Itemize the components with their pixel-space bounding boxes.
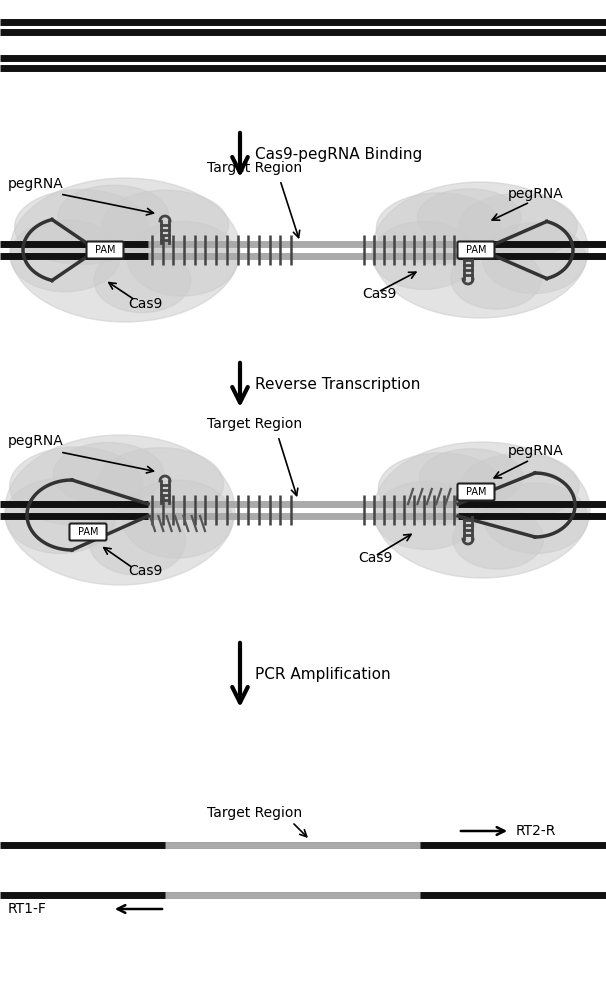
Ellipse shape bbox=[122, 480, 233, 558]
Ellipse shape bbox=[378, 453, 504, 524]
Text: Cas9-pegRNA Binding: Cas9-pegRNA Binding bbox=[255, 147, 422, 162]
Text: Target Region: Target Region bbox=[207, 161, 302, 175]
Ellipse shape bbox=[94, 248, 190, 313]
Ellipse shape bbox=[10, 220, 121, 292]
Text: Target Region: Target Region bbox=[207, 806, 302, 820]
Ellipse shape bbox=[461, 454, 579, 519]
Text: PAM: PAM bbox=[78, 527, 98, 537]
Ellipse shape bbox=[10, 178, 240, 322]
Ellipse shape bbox=[127, 221, 238, 296]
FancyBboxPatch shape bbox=[458, 241, 494, 258]
Text: Cas9: Cas9 bbox=[128, 564, 162, 578]
Ellipse shape bbox=[53, 442, 164, 506]
Ellipse shape bbox=[10, 447, 143, 525]
Text: pegRNA: pegRNA bbox=[508, 187, 564, 201]
FancyBboxPatch shape bbox=[87, 241, 124, 258]
Ellipse shape bbox=[97, 448, 224, 520]
Text: RT1-F: RT1-F bbox=[8, 902, 47, 916]
Text: Target Region: Target Region bbox=[207, 417, 302, 431]
Text: Cas9: Cas9 bbox=[358, 551, 392, 565]
Ellipse shape bbox=[89, 508, 185, 575]
Text: Cas9: Cas9 bbox=[128, 297, 162, 311]
Ellipse shape bbox=[453, 508, 544, 569]
Ellipse shape bbox=[376, 193, 502, 264]
Ellipse shape bbox=[372, 182, 588, 318]
Text: PAM: PAM bbox=[466, 245, 486, 255]
Ellipse shape bbox=[418, 189, 521, 246]
Ellipse shape bbox=[419, 449, 523, 506]
Ellipse shape bbox=[484, 483, 588, 554]
Text: Cas9: Cas9 bbox=[362, 287, 396, 301]
Ellipse shape bbox=[15, 190, 148, 264]
FancyBboxPatch shape bbox=[458, 484, 494, 500]
Ellipse shape bbox=[5, 435, 235, 585]
Ellipse shape bbox=[451, 248, 542, 309]
Ellipse shape bbox=[458, 194, 577, 259]
Text: PAM: PAM bbox=[466, 487, 486, 497]
Text: RT2-R: RT2-R bbox=[516, 824, 556, 838]
Ellipse shape bbox=[58, 185, 168, 246]
Ellipse shape bbox=[102, 190, 228, 259]
Text: PAM: PAM bbox=[95, 245, 115, 255]
Ellipse shape bbox=[374, 442, 590, 578]
Text: pegRNA: pegRNA bbox=[8, 434, 64, 448]
Text: pegRNA: pegRNA bbox=[508, 444, 564, 458]
FancyBboxPatch shape bbox=[70, 524, 107, 540]
Text: Reverse Transcription: Reverse Transcription bbox=[255, 377, 421, 392]
Text: PCR Amplification: PCR Amplification bbox=[255, 668, 391, 682]
Text: pegRNA: pegRNA bbox=[8, 177, 64, 191]
Ellipse shape bbox=[5, 479, 115, 554]
Ellipse shape bbox=[482, 223, 586, 294]
Ellipse shape bbox=[372, 221, 476, 289]
Ellipse shape bbox=[374, 481, 478, 549]
